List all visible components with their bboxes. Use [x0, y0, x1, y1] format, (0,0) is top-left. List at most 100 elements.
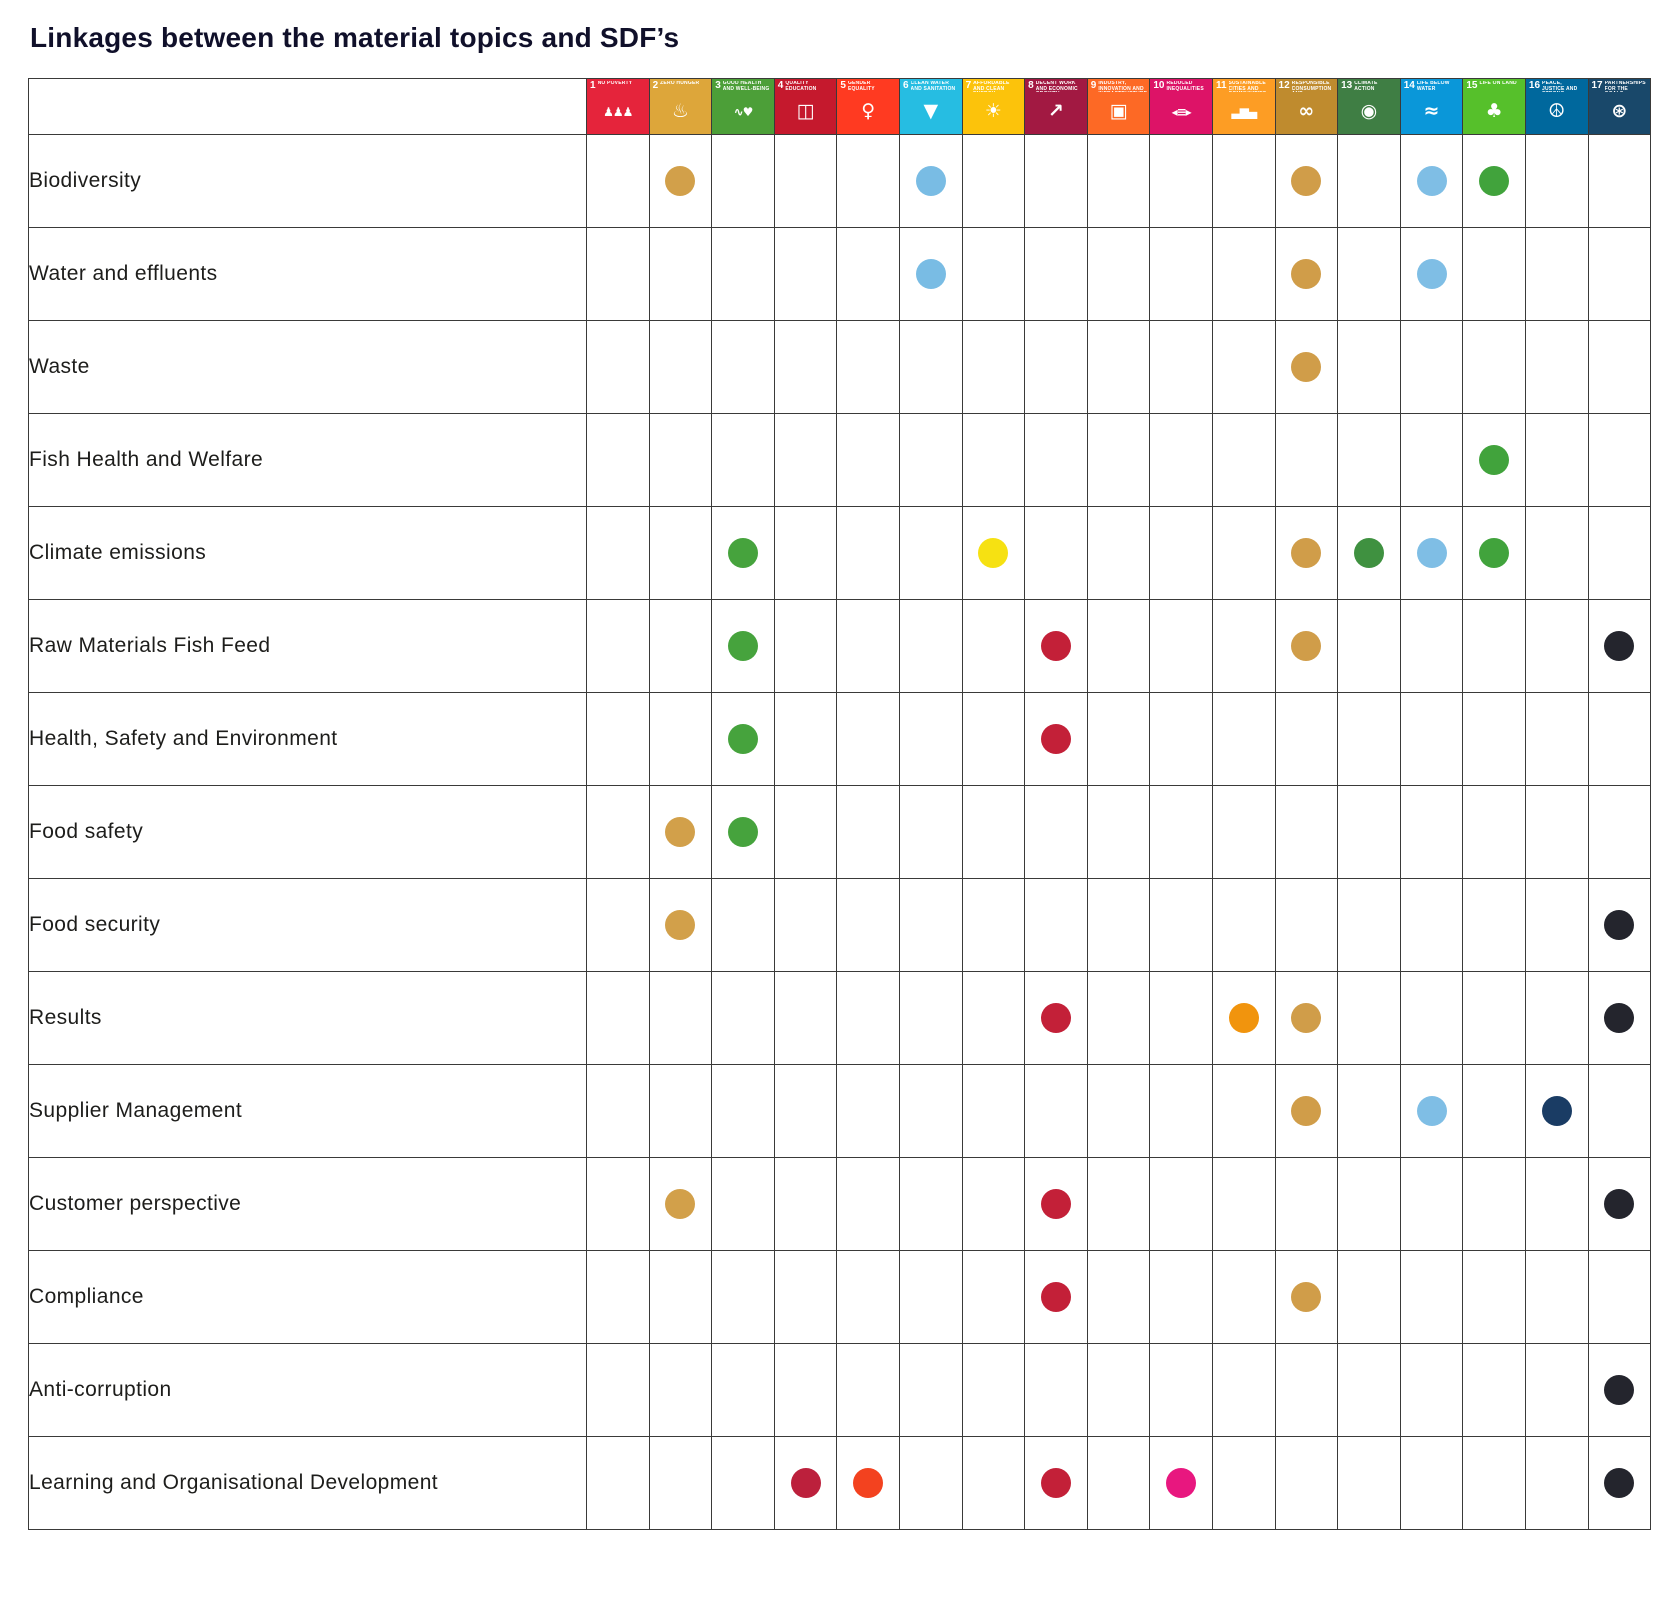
sdg13-eye-icon: 13 Climate action ◉ — [1338, 79, 1400, 134]
sdg5-gender-icon: 5 Gender equality ♀ — [837, 79, 899, 134]
matrix-cell — [1337, 413, 1401, 507]
matrix-cell — [1211, 134, 1276, 228]
matrix-cell — [961, 878, 1026, 972]
matrix-cell — [1524, 227, 1589, 321]
matrix-cell — [898, 1250, 963, 1344]
matrix-cell — [1086, 134, 1151, 228]
matrix-cell — [1399, 320, 1464, 414]
sdg-header-10: 10 Reduced inequalities ◂≡▸ — [1149, 78, 1213, 135]
matrix-cell — [1211, 506, 1276, 600]
sdg-glyph: ♟♟♟ — [603, 104, 633, 119]
matrix-cell — [1399, 785, 1464, 879]
sdg-header-16: 16Peace, justice and strong institutions… — [1524, 78, 1589, 135]
link-dot — [790, 1468, 821, 1498]
sdg-caption: 2 Zero hunger — [650, 79, 712, 92]
sdg-caption: 7Affordable and clean energy — [963, 79, 1025, 93]
sdg8-growth-icon: 8Decent work and economic growth ↗ — [1025, 79, 1087, 134]
sdg-caption: 6 Clean water and sanitation — [900, 79, 962, 92]
matrix-cell — [711, 320, 775, 414]
matrix-cell — [898, 599, 963, 693]
matrix-header-row: 1 No poverty ♟♟♟ 2 Zero hunger ♨ 3 Good health … — [28, 78, 1652, 135]
matrix-cell — [586, 971, 650, 1065]
sdg-caption: 8Decent work and economic growth — [1025, 79, 1087, 93]
link-dot — [1604, 1375, 1635, 1405]
matrix-cell — [648, 1157, 713, 1251]
matrix-cell — [1337, 320, 1401, 414]
matrix-cell — [1337, 1343, 1401, 1437]
matrix-cell — [1211, 785, 1276, 879]
sdg-name: No poverty — [597, 81, 633, 86]
matrix-cell — [648, 692, 713, 786]
sdg-number: 7 — [965, 80, 972, 91]
matrix-row: Food safety — [28, 785, 1652, 879]
sdg-header-5: 5 Gender equality ♀ — [836, 78, 900, 135]
link-dot — [1479, 538, 1510, 568]
matrix-cell — [1399, 971, 1464, 1065]
matrix-cell — [711, 1436, 775, 1530]
matrix-cell — [1274, 692, 1339, 786]
matrix-cell — [836, 1343, 900, 1437]
matrix-cell — [1086, 878, 1151, 972]
matrix-row: Climate emissions — [28, 506, 1652, 600]
link-dot — [1291, 259, 1322, 289]
matrix-cell — [711, 506, 775, 600]
link-dot — [1604, 1468, 1635, 1498]
sdg-name: Clean water and sanitation — [910, 81, 956, 92]
link-dot — [1604, 910, 1635, 940]
matrix-cell — [1337, 878, 1401, 972]
matrix-cell — [1024, 1064, 1088, 1158]
matrix-cell — [961, 692, 1026, 786]
matrix-cell — [1024, 1343, 1088, 1437]
matrix-cell — [1524, 599, 1589, 693]
link-dot — [665, 817, 696, 847]
matrix-cell — [898, 1064, 963, 1158]
matrix-cell — [1149, 692, 1213, 786]
matrix-cell — [648, 506, 713, 600]
topic-label: Food security — [28, 878, 587, 972]
sdg-name: Good health and well-being — [722, 81, 770, 92]
sdg-glyph: ▼ — [923, 100, 939, 122]
link-dot — [1291, 1003, 1322, 1033]
sdg-number: 2 — [652, 80, 659, 91]
matrix-row: Customer perspective — [28, 1157, 1652, 1251]
matrix-cell — [1211, 1064, 1276, 1158]
sdg-caption: 5 Gender equality — [837, 79, 899, 92]
sdg-header-6: 6 Clean water and sanitation ▼ — [898, 78, 963, 135]
topic-label: Climate emissions — [28, 506, 587, 600]
sdg-header-8: 8Decent work and economic growth ↗ — [1024, 78, 1088, 135]
matrix-cell — [1462, 785, 1526, 879]
matrix-cell — [1399, 413, 1464, 507]
matrix-cell — [898, 134, 963, 228]
sdg-number: 3 — [715, 80, 721, 91]
matrix-cell — [773, 599, 838, 693]
link-dot — [1291, 538, 1322, 568]
link-dot — [1291, 631, 1322, 661]
matrix-cell — [836, 320, 900, 414]
sdg-name: Industry, innovation and infrastructure — [1098, 81, 1147, 92]
matrix-cell — [711, 785, 775, 879]
matrix-cell — [1524, 320, 1589, 414]
link-dot — [1040, 1468, 1071, 1498]
matrix-cell — [773, 785, 838, 879]
matrix-cell — [1211, 1157, 1276, 1251]
matrix-cell — [1587, 1157, 1652, 1251]
matrix-cell — [1024, 413, 1088, 507]
sdg-name: Climate action — [1354, 81, 1378, 92]
sdg-caption: 15 Life on land — [1463, 79, 1525, 92]
matrix-cell — [1337, 1064, 1401, 1158]
sdg-header-13: 13 Climate action ◉ — [1337, 78, 1401, 135]
sdg9-cubes-icon: 9Industry, innovation and infrastructure… — [1087, 79, 1150, 134]
link-dot — [1416, 1096, 1447, 1126]
matrix-cell — [711, 1157, 775, 1251]
matrix-cell — [648, 599, 713, 693]
matrix-cell — [1211, 599, 1276, 693]
matrix-cell — [1149, 134, 1213, 228]
matrix-cell — [961, 227, 1026, 321]
matrix-cell — [898, 506, 963, 600]
sdg1-people-icon: 1 No poverty ♟♟♟ — [587, 79, 649, 134]
matrix-cell — [1149, 1436, 1213, 1530]
sdg-name: Quality education — [785, 81, 817, 92]
sdg-caption: 13 Climate action — [1338, 79, 1400, 92]
matrix-cell — [1024, 599, 1088, 693]
sdg-caption: 10 Reduced inequalities — [1150, 79, 1212, 92]
